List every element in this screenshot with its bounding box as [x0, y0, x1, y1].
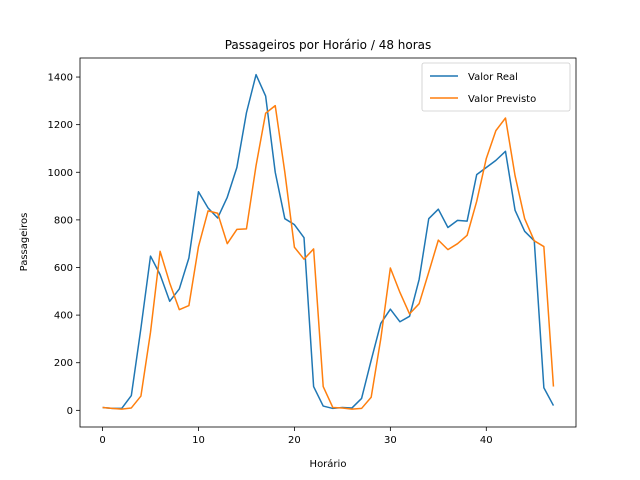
x-tick-label: 10	[192, 435, 205, 446]
y-tick-label: 600	[54, 263, 73, 274]
x-axis-ticks: 0 10 20 30 40	[99, 427, 493, 446]
plot-frame	[79, 57, 577, 428]
x-axis-label: Horário	[310, 458, 347, 470]
legend-box	[421, 62, 571, 112]
y-tick-label: 400	[54, 311, 73, 322]
legend: Valor Real Valor Previsto	[421, 62, 571, 112]
legend-label-valor-real: Valor Real	[468, 72, 518, 83]
series-layer	[102, 73, 555, 410]
series-line-valor-real	[102, 73, 555, 410]
plot-area	[80, 58, 576, 427]
y-tick-label: 1200	[48, 120, 73, 131]
x-tick-label: 40	[480, 435, 493, 446]
x-tick-label: 20	[288, 435, 301, 446]
y-tick-label: 1400	[48, 73, 73, 84]
x-tick-label: 30	[384, 435, 397, 446]
y-axis-ticks: 0 200 400 600 800 1000 1200 1400	[48, 73, 80, 417]
y-axis-label: Passageiros	[19, 213, 30, 272]
y-tick-label: 800	[54, 215, 73, 226]
x-tick-label: 0	[99, 435, 105, 446]
y-tick-label: 0	[67, 406, 73, 417]
chart-title: Passageiros por Horário / 48 horas	[225, 38, 432, 52]
y-tick-label: 200	[54, 358, 73, 369]
legend-label-valor-previsto: Valor Previsto	[468, 94, 536, 105]
y-tick-label: 1000	[48, 168, 73, 179]
series-line-valor-previsto	[102, 104, 555, 410]
